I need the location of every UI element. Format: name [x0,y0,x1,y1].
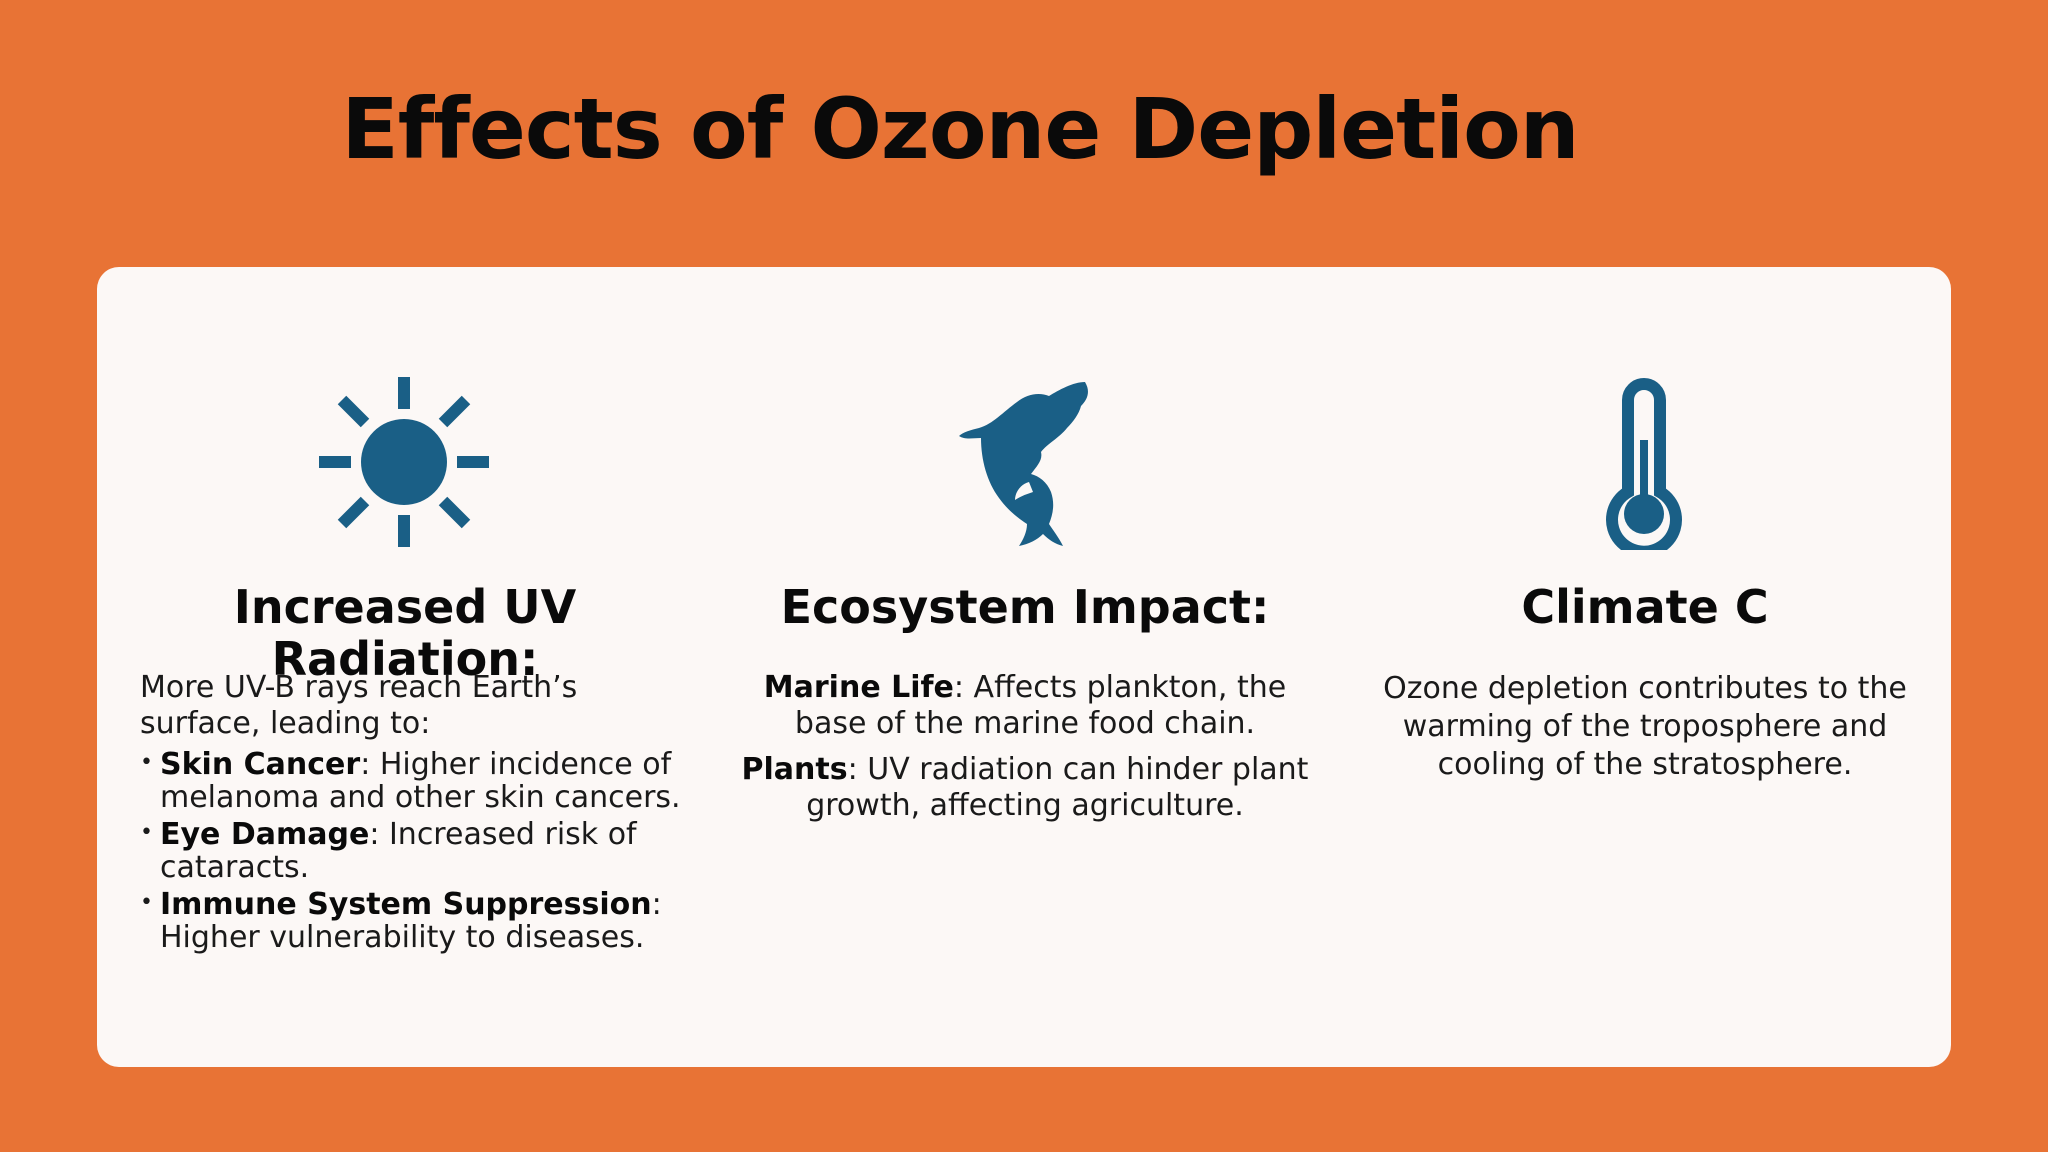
list-item: • Skin Cancer: Higher incidence of melano… [140,747,681,815]
marine-life-item: Marine Life: Affects plankton, the base … [740,670,1310,742]
item-term: Marine Life [763,670,954,705]
list-item: • Eye Damage: Increased risk of cataracts… [140,817,637,885]
thermometer-icon [1602,374,1686,550]
uv-effects-list: • Skin Cancer: Higher incidence of melano… [140,748,700,954]
bullet-term: Skin Cancer [160,747,361,782]
slide-title: Effects of Ozone Depletion [341,80,1579,178]
plants-item: Plants: UV radiation can hinder plant gr… [740,752,1310,824]
item-text: : Affects plankton, the base of the mari… [794,670,1287,741]
uv-radiation-heading: Increased UV Radiation: [233,580,577,686]
sun-icon [317,375,491,549]
climate-body: Ozone depletion contributes to the warmi… [1383,671,1907,782]
bullet-text: : Increased risk of cataracts. [160,817,637,885]
list-item: • Immune System Suppression: Higher vulne… [140,887,662,955]
uv-radiation-body: More UV-B rays reach Earth’s surface, le… [140,670,700,958]
whale-icon [955,378,1095,548]
bullet-term: Eye Damage [160,817,370,852]
bullet-text: : Higher incidence of melanoma and other… [160,747,681,815]
bullet-term: Immune System Suppression [160,887,652,922]
ecosystem-impact-heading: Ecosystem Impact: [780,580,1270,634]
item-text: : UV radiation can hinder plant growth, … [806,752,1309,823]
bullet-text: : Higher vulnerability to diseases. [160,887,662,955]
uv-intro-text: More UV-B rays reach Earth’s surface, le… [140,670,578,741]
climate-heading: Climate C [1521,580,1769,634]
ecosystem-impact-body: Marine Life: Affects plankton, the base … [740,670,1310,834]
item-term: Plants [741,752,848,787]
